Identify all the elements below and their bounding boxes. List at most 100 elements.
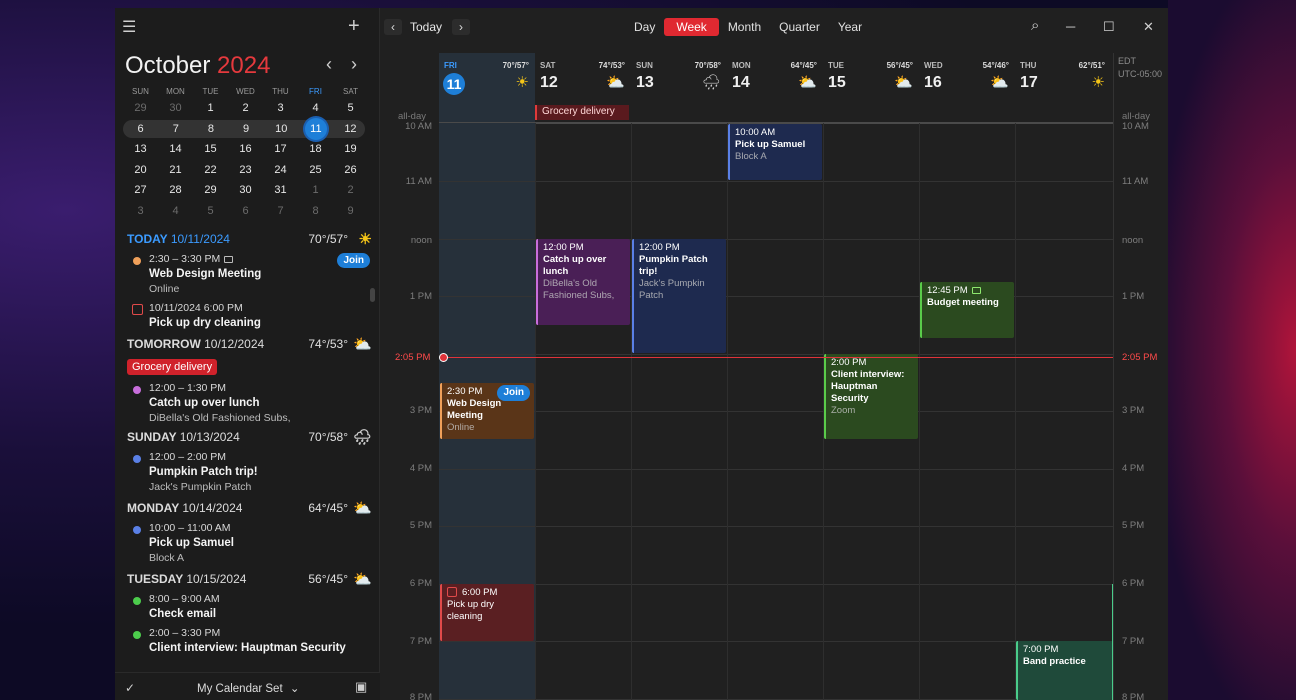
mini-day[interactable]: 29 bbox=[204, 184, 217, 197]
day-temp: 62°/51° bbox=[1078, 61, 1105, 70]
mini-day[interactable]: 2 bbox=[347, 184, 354, 197]
event-catch-up-lunch[interactable]: 12:00 PM Catch up over lunch DiBella's O… bbox=[536, 239, 630, 325]
agenda-scrollbar[interactable] bbox=[370, 288, 375, 302]
task-checkbox-icon[interactable] bbox=[132, 304, 143, 315]
mini-day[interactable]: 8 bbox=[312, 204, 319, 217]
mini-day[interactable]: 30 bbox=[239, 184, 252, 197]
day-header-sat[interactable]: SAT 12 74°/53° ⛅ bbox=[535, 53, 631, 105]
agenda-event[interactable]: 8:00 – 9:00 AM Check email bbox=[127, 592, 372, 622]
mini-day[interactable]: 31 bbox=[274, 184, 287, 197]
agenda-day-label: SUNDAY bbox=[127, 430, 177, 444]
mini-day[interactable]: 26 bbox=[344, 163, 357, 176]
event-pick-up-samuel[interactable]: 10:00 AM Pick up Samuel Block A bbox=[728, 124, 822, 180]
event-client-interview[interactable]: 2:00 PM Client interview: Hauptman Secur… bbox=[824, 354, 918, 439]
mini-day[interactable]: 13 bbox=[134, 143, 147, 156]
mini-day[interactable]: 27 bbox=[134, 184, 147, 197]
mini-day[interactable]: 6 bbox=[137, 122, 144, 135]
mini-day[interactable]: 18 bbox=[309, 143, 322, 156]
event-band-practice[interactable]: 7:00 PM Band practice bbox=[1016, 641, 1112, 700]
maximize-icon[interactable]: ☐ bbox=[1103, 19, 1115, 34]
mini-day[interactable]: 16 bbox=[239, 143, 252, 156]
agenda-event-name: Client interview: Hauptman Security bbox=[149, 642, 346, 654]
search-icon[interactable]: ⌕ bbox=[1031, 17, 1040, 34]
tab-quarter[interactable]: Quarter bbox=[779, 20, 820, 34]
task-pick-up-dry-cleaning[interactable]: 6:00 PM Pick up dry cleaning bbox=[440, 584, 534, 641]
mini-day[interactable]: 3 bbox=[137, 204, 144, 217]
event-time: 2:00 PM bbox=[831, 357, 867, 368]
mini-day[interactable]: 7 bbox=[172, 122, 179, 135]
mini-day[interactable]: 2 bbox=[242, 102, 249, 115]
join-button[interactable]: Join bbox=[337, 253, 370, 268]
mini-day[interactable]: 9 bbox=[347, 204, 354, 217]
prev-week-icon[interactable]: ‹ bbox=[384, 19, 402, 35]
checkmark-icon[interactable]: ✓ bbox=[125, 681, 136, 695]
mini-day[interactable]: 25 bbox=[309, 163, 322, 176]
mini-day[interactable]: 5 bbox=[347, 102, 354, 115]
minimize-icon[interactable]: ─ bbox=[1066, 19, 1076, 34]
tab-month[interactable]: Month bbox=[727, 20, 762, 34]
week-grid[interactable]: 10:00 AM Pick up Samuel Block A 12:00 PM… bbox=[439, 123, 1113, 700]
next-week-icon[interactable]: › bbox=[452, 19, 470, 35]
mini-day[interactable]: 29 bbox=[134, 102, 147, 115]
mini-day[interactable]: 15 bbox=[204, 143, 217, 156]
tab-day[interactable]: Day bbox=[634, 20, 656, 34]
menu-icon[interactable]: ☰ bbox=[122, 19, 137, 36]
event-color-dot bbox=[133, 597, 141, 605]
agenda-event[interactable]: 12:00 – 2:00 PM Pumpkin Patch trip! Jack… bbox=[127, 450, 372, 495]
allday-event[interactable]: Grocery delivery bbox=[535, 105, 629, 120]
agenda-event[interactable]: 10:00 – 11:00 AM Pick up Samuel Block A bbox=[127, 521, 372, 566]
tab-year[interactable]: Year bbox=[837, 20, 863, 34]
allday-event-tag[interactable]: Grocery delivery bbox=[127, 359, 218, 375]
mini-day[interactable]: 30 bbox=[169, 102, 182, 115]
mini-day[interactable]: 1 bbox=[312, 184, 319, 197]
mini-day[interactable]: 17 bbox=[274, 143, 287, 156]
mini-day[interactable]: 1 bbox=[207, 102, 214, 115]
mini-day[interactable]: 10 bbox=[275, 122, 288, 135]
day-header-tue[interactable]: TUE 15 56°/45° ⛅ bbox=[823, 53, 919, 105]
today-button[interactable]: Today bbox=[410, 20, 443, 34]
mini-cal-prev-icon[interactable]: ‹ bbox=[326, 54, 332, 74]
day-header-thu[interactable]: THU 17 62°/51° ☀ bbox=[1015, 53, 1111, 105]
mini-day[interactable]: 8 bbox=[207, 122, 214, 135]
event-pumpkin-patch[interactable]: 12:00 PM Pumpkin Patch trip! Jack's Pump… bbox=[632, 239, 726, 353]
event-web-design-meeting[interactable]: 2:30 PM Web Design Meeting Online Join bbox=[440, 383, 534, 439]
add-event-icon[interactable]: + bbox=[348, 15, 360, 37]
mini-day[interactable]: 3 bbox=[277, 102, 284, 115]
tab-week[interactable]: Week bbox=[664, 18, 719, 36]
agenda-event-name: Pick up dry cleaning bbox=[149, 317, 261, 329]
mini-day[interactable]: 24 bbox=[274, 163, 287, 176]
day-header-mon[interactable]: MON 14 64°/45° ⛅ bbox=[727, 53, 823, 105]
close-icon[interactable]: ✕ bbox=[1143, 19, 1154, 34]
mini-day[interactable]: 4 bbox=[172, 204, 179, 217]
mini-day[interactable]: 5 bbox=[207, 204, 214, 217]
mini-day[interactable]: 22 bbox=[204, 163, 217, 176]
mini-day[interactable]: 4 bbox=[312, 102, 319, 115]
mini-day[interactable]: 28 bbox=[169, 184, 182, 197]
mini-day[interactable]: 6 bbox=[242, 204, 249, 217]
mini-day[interactable]: 7 bbox=[277, 204, 284, 217]
event-budget-meeting[interactable]: 12:45 PM Budget meeting bbox=[920, 282, 1014, 338]
mini-day[interactable]: 20 bbox=[134, 163, 147, 176]
agenda-event[interactable]: 2:00 – 3:30 PM Client interview: Hauptma… bbox=[127, 626, 372, 656]
agenda-task[interactable]: 10/11/2024 6:00 PM Pick up dry cleaning bbox=[127, 301, 372, 331]
task-checkbox-icon[interactable] bbox=[447, 587, 457, 598]
panel-toggle-icon[interactable]: ▣ bbox=[355, 679, 368, 694]
mini-day[interactable]: 21 bbox=[169, 163, 182, 176]
day-name: THU bbox=[1020, 61, 1037, 70]
mini-calendar-week: 20 21 22 23 24 25 26 bbox=[123, 160, 368, 181]
mini-day[interactable]: 23 bbox=[239, 163, 252, 176]
mini-cal-next-icon[interactable]: › bbox=[351, 54, 357, 74]
mini-day[interactable]: 9 bbox=[243, 122, 250, 135]
day-header-fri[interactable]: FRI 11 70°/57° ☀ bbox=[439, 53, 535, 105]
timezone-label[interactable]: EDT UTC-05:00 bbox=[1118, 55, 1162, 81]
calendar-set-selector[interactable]: My Calendar Set ⌄ bbox=[197, 681, 300, 695]
join-button[interactable]: Join bbox=[497, 385, 530, 401]
day-header-sun[interactable]: SUN 13 70°/58° 🌧 bbox=[631, 53, 727, 105]
mini-day-today[interactable]: 11 bbox=[304, 117, 327, 140]
day-header-wed[interactable]: WED 16 54°/46° ⛅ bbox=[919, 53, 1015, 105]
mini-day[interactable]: 12 bbox=[344, 122, 357, 135]
agenda-event[interactable]: 2:30 – 3:30 PM Web Design Meeting Online… bbox=[127, 252, 372, 297]
mini-day[interactable]: 14 bbox=[169, 143, 182, 156]
mini-day[interactable]: 19 bbox=[344, 143, 357, 156]
agenda-event[interactable]: 12:00 – 1:30 PM Catch up over lunch DiBe… bbox=[127, 381, 372, 426]
